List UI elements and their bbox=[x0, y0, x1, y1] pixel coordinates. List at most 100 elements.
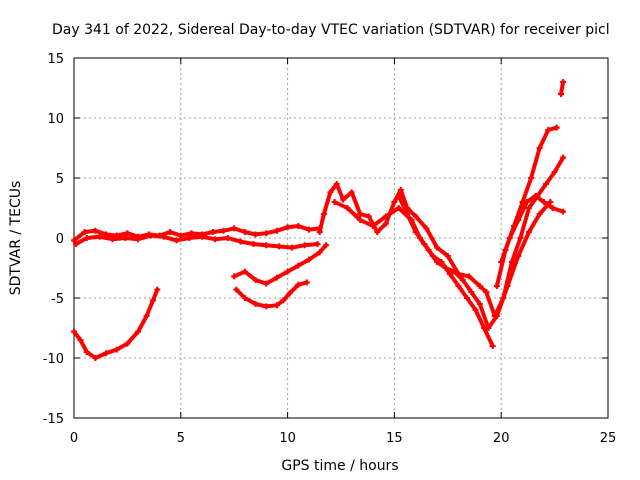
series-band bbox=[232, 243, 328, 286]
data-point bbox=[404, 211, 411, 217]
data-point bbox=[429, 253, 436, 259]
data-point bbox=[397, 187, 404, 193]
data-point bbox=[560, 154, 567, 161]
data-point bbox=[316, 229, 323, 235]
series-track-e bbox=[395, 193, 496, 349]
data-point bbox=[295, 223, 302, 229]
data-point bbox=[305, 226, 312, 233]
chart-title: Day 341 of 2022, Sidereal Day-to-day VTE… bbox=[52, 22, 610, 38]
data-point bbox=[551, 169, 558, 175]
data-point bbox=[231, 225, 238, 232]
data-point bbox=[483, 289, 490, 295]
series-track-h bbox=[493, 124, 560, 289]
data-point bbox=[237, 238, 244, 245]
data-point bbox=[92, 227, 99, 234]
data-point bbox=[250, 241, 257, 247]
data-point bbox=[173, 237, 180, 244]
data-point bbox=[511, 223, 518, 229]
data-point bbox=[73, 241, 80, 247]
y-tick-label: 5 bbox=[56, 172, 64, 187]
series-band bbox=[72, 287, 160, 360]
data-point bbox=[113, 346, 120, 353]
data-point bbox=[540, 199, 547, 205]
x-tick-label: 20 bbox=[493, 431, 510, 446]
data-point bbox=[365, 213, 372, 220]
data-point bbox=[491, 313, 498, 319]
data-point bbox=[374, 229, 381, 235]
data-point bbox=[444, 253, 451, 259]
data-point bbox=[320, 211, 327, 217]
data-point bbox=[451, 268, 458, 275]
data-point bbox=[382, 213, 389, 220]
data-point bbox=[220, 227, 227, 234]
data-point bbox=[434, 244, 441, 251]
data-point bbox=[464, 295, 471, 301]
data-point bbox=[224, 235, 231, 241]
x-tick-label: 5 bbox=[177, 431, 185, 446]
series-band bbox=[332, 200, 553, 330]
series-band bbox=[494, 125, 559, 288]
data-point bbox=[284, 268, 291, 275]
data-point bbox=[438, 259, 445, 265]
data-point bbox=[301, 242, 308, 249]
data-point bbox=[147, 232, 154, 239]
x-tick-label: 15 bbox=[386, 431, 403, 446]
data-point bbox=[135, 328, 142, 335]
data-point bbox=[252, 231, 259, 238]
data-point bbox=[348, 189, 355, 196]
data-point bbox=[517, 235, 524, 241]
y-tick-label: 0 bbox=[56, 232, 64, 247]
y-ticks: -15 -10 -5 0 5 10 15 bbox=[43, 52, 608, 427]
data-point bbox=[391, 199, 398, 205]
data-point bbox=[92, 355, 99, 361]
series-track-l bbox=[233, 279, 310, 310]
data-point bbox=[263, 242, 270, 249]
data-point bbox=[558, 91, 565, 97]
data-point bbox=[481, 325, 488, 331]
data-point bbox=[303, 279, 310, 286]
data-point bbox=[459, 277, 466, 283]
x-ticks: 0 5 10 15 20 25 bbox=[70, 58, 616, 446]
data-point bbox=[476, 301, 483, 307]
series-band bbox=[396, 194, 495, 348]
data-point bbox=[135, 236, 142, 243]
data-point bbox=[472, 307, 479, 313]
data-point bbox=[357, 217, 364, 223]
data-point bbox=[71, 237, 77, 244]
y-tick-label: -10 bbox=[43, 352, 64, 367]
data-point bbox=[543, 181, 550, 187]
data-point bbox=[199, 233, 206, 240]
data-point bbox=[382, 220, 389, 227]
data-point bbox=[331, 199, 338, 205]
data-point bbox=[241, 229, 248, 235]
data-point bbox=[122, 235, 129, 241]
data-point bbox=[323, 242, 330, 249]
data-point bbox=[536, 145, 543, 151]
data-point bbox=[560, 79, 567, 85]
x-tick-label: 0 bbox=[70, 431, 78, 446]
data-point bbox=[280, 297, 287, 304]
data-point bbox=[421, 241, 428, 247]
data-point bbox=[357, 211, 364, 217]
series-band bbox=[484, 155, 566, 318]
data-point bbox=[103, 350, 110, 357]
data-point bbox=[154, 286, 161, 293]
data-point bbox=[273, 302, 280, 309]
data-point bbox=[500, 295, 507, 301]
y-tick-label: -5 bbox=[51, 292, 64, 307]
data-point bbox=[502, 247, 509, 253]
series-band bbox=[234, 280, 309, 309]
y-tick-label: -15 bbox=[43, 412, 64, 427]
data-point bbox=[489, 343, 496, 349]
y-tick-label: 10 bbox=[47, 112, 64, 127]
data-point bbox=[186, 235, 193, 241]
data-point bbox=[412, 213, 419, 220]
data-point bbox=[77, 337, 84, 343]
data-point bbox=[124, 340, 131, 347]
data-point bbox=[143, 313, 150, 319]
data-point bbox=[515, 253, 522, 259]
x-axis-label: GPS time / hours bbox=[281, 458, 398, 474]
series-track-j bbox=[71, 286, 161, 361]
data-point bbox=[231, 273, 238, 280]
